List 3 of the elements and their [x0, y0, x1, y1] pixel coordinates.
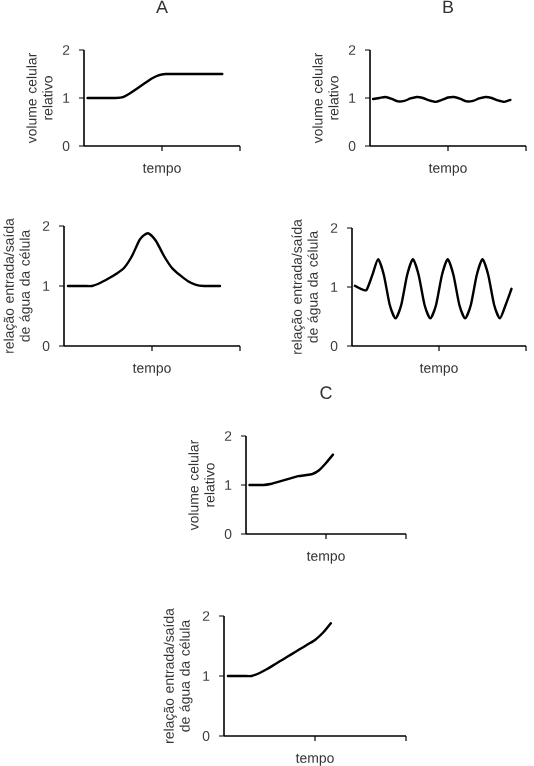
- chart-title: B: [443, 0, 454, 13]
- chart-title: A: [156, 0, 168, 13]
- chart-title: C: [320, 386, 332, 400]
